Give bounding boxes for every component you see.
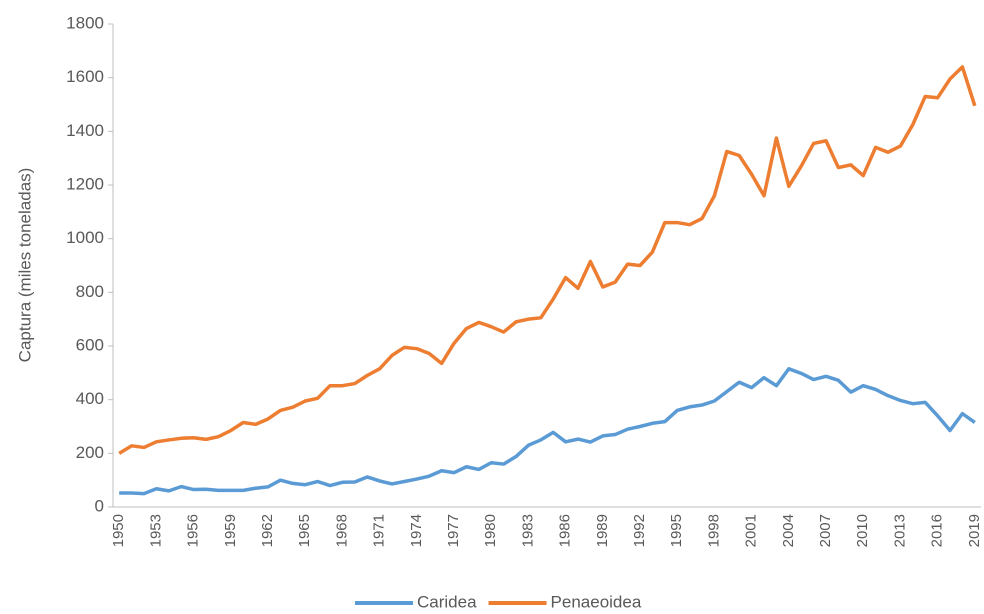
y-tick-label: 1800 [66, 13, 104, 32]
x-tick-label: 1968 [333, 514, 350, 547]
legend-label: Caridea [417, 592, 477, 611]
x-tick-label: 1974 [408, 514, 425, 547]
x-tick-label: 1956 [185, 514, 202, 547]
y-tick-label: 400 [76, 389, 104, 408]
x-tick-label: 1950 [110, 514, 127, 547]
x-tick-label: 1980 [482, 514, 499, 547]
x-tick-label: 1959 [222, 514, 239, 547]
x-tick-label: 2016 [929, 514, 946, 547]
y-tick-label: 200 [76, 443, 104, 462]
y-tick-label: 1200 [66, 174, 104, 193]
x-tick-label: 2013 [891, 514, 908, 547]
x-tick-label: 2007 [817, 514, 834, 547]
x-tick-label: 1983 [519, 514, 536, 547]
y-tick-label: 1600 [66, 67, 104, 86]
y-tick-label: 1000 [66, 228, 104, 247]
y-tick-label: 800 [76, 282, 104, 301]
y-tick-label: 1400 [66, 121, 104, 140]
x-tick-label: 1995 [668, 514, 685, 547]
y-axis-label: Captura (miles toneladas) [15, 168, 34, 363]
x-tick-label: 1986 [557, 514, 574, 547]
x-tick-label: 1989 [594, 514, 611, 547]
x-tick-label: 2004 [780, 514, 797, 547]
x-tick-label: 1998 [705, 514, 722, 547]
x-tick-label: 1953 [147, 514, 164, 547]
y-tick-label: 600 [76, 335, 104, 354]
x-tick-label: 1962 [259, 514, 276, 547]
x-tick-label: 2010 [854, 514, 871, 547]
x-tick-label: 1971 [371, 514, 388, 547]
x-tick-label: 1992 [631, 514, 648, 547]
x-tick-label: 2019 [966, 514, 983, 547]
series-line [118, 65, 977, 455]
x-tick-label: 2001 [743, 514, 760, 547]
series-line [119, 367, 976, 496]
x-tick-label: 1977 [445, 514, 462, 547]
y-tick-label: 0 [95, 496, 104, 515]
x-tick-label: 1965 [296, 514, 313, 547]
legend-label: Penaeoidea [551, 592, 642, 611]
